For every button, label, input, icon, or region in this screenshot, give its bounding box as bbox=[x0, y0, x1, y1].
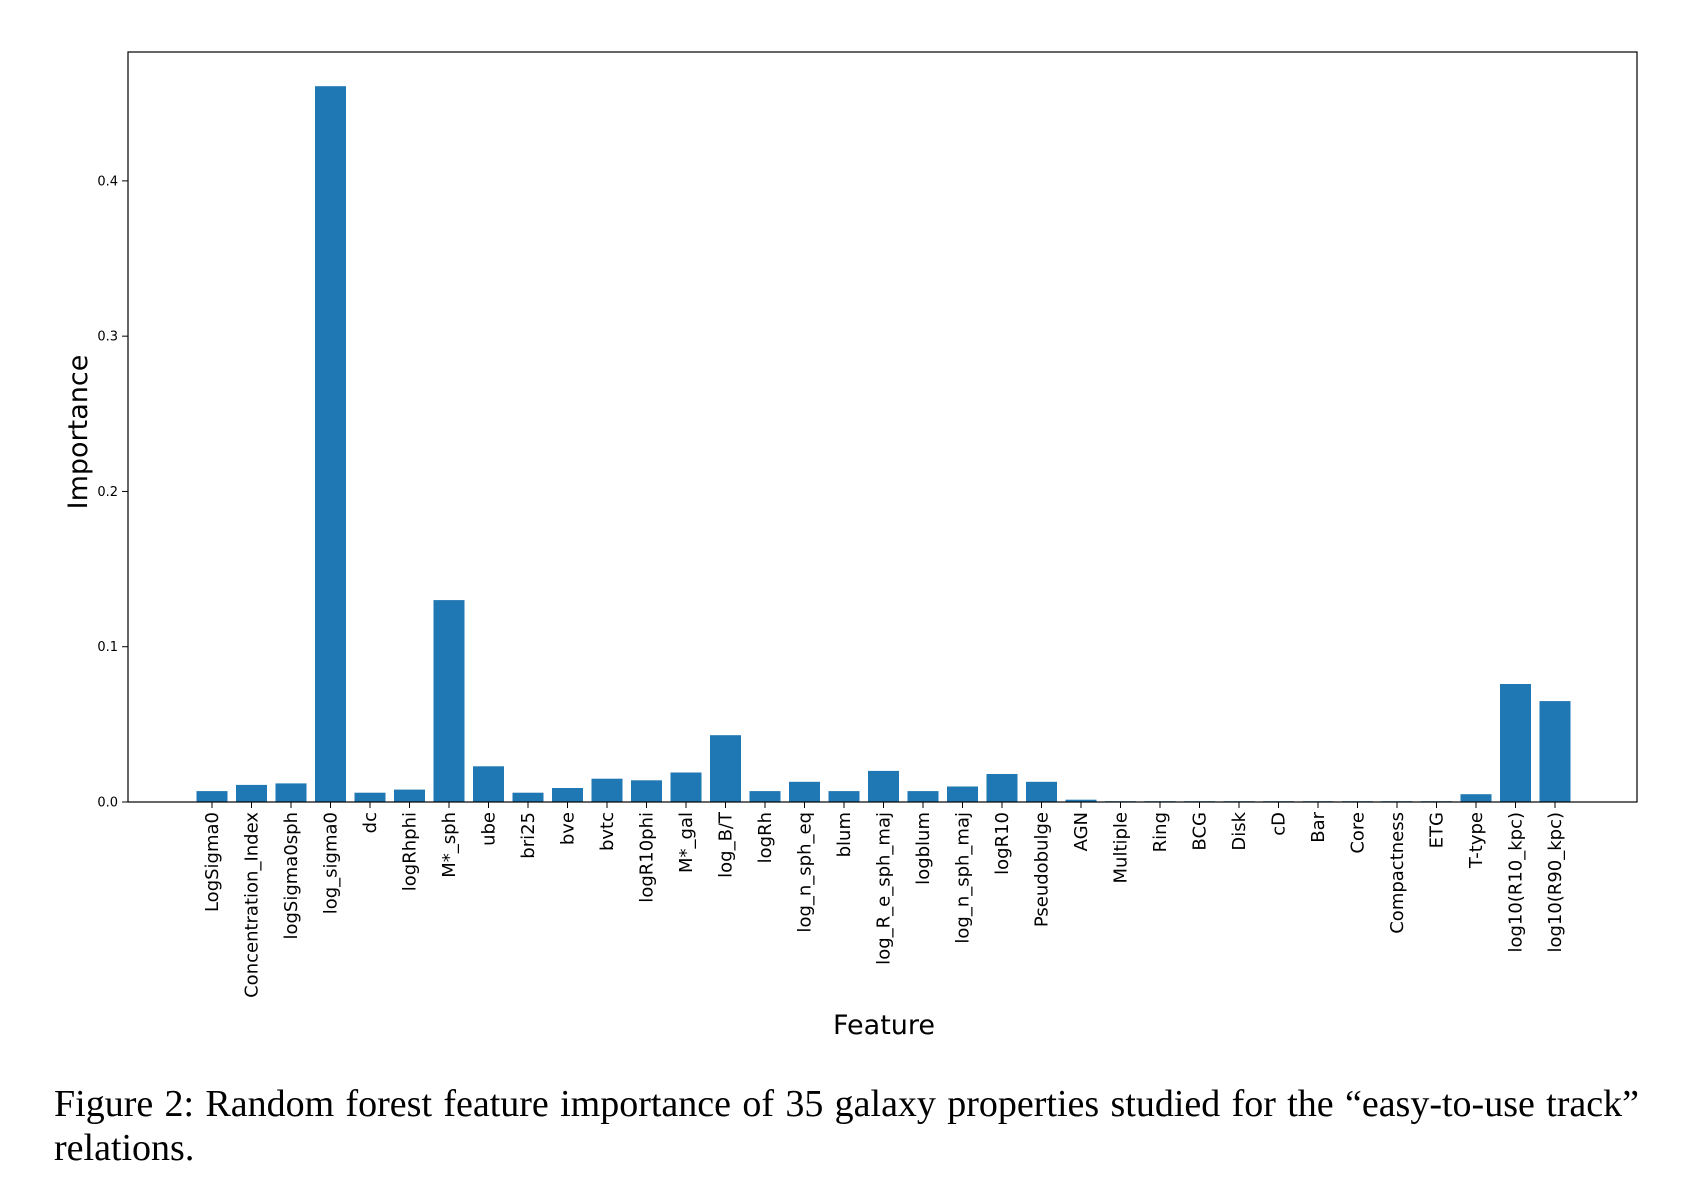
x-tick-label: log_n_sph_eq bbox=[795, 812, 816, 933]
x-tick-label: Core bbox=[1348, 812, 1369, 854]
bar-Pseudobulge bbox=[1026, 781, 1057, 802]
bars-group bbox=[196, 86, 1571, 802]
x-tick-label: log_B/T bbox=[716, 811, 737, 878]
bar-blum bbox=[828, 791, 860, 802]
x-tick-label: logRhphi bbox=[400, 812, 421, 891]
x-tick-label: M*_sph bbox=[439, 812, 460, 878]
x-tick-label: logSigma0sph bbox=[281, 812, 302, 940]
plot-frame bbox=[127, 51, 1638, 803]
bar-log_n_sph_maj bbox=[947, 786, 978, 802]
bar-logblum bbox=[907, 791, 939, 802]
x-tick-label: dc bbox=[360, 812, 381, 833]
x-tick-label: Pseudobulge bbox=[1032, 812, 1053, 927]
x-tick-label: ETG bbox=[1427, 812, 1448, 848]
bar-Concentration_Index bbox=[236, 784, 267, 802]
bar-M*_sph bbox=[433, 600, 465, 802]
figure-caption: Figure 2: Random forest feature importan… bbox=[54, 1083, 1639, 1169]
bar-ube bbox=[473, 766, 504, 802]
x-tick-label: logRh bbox=[755, 812, 776, 863]
y-axis-label: Importance bbox=[63, 355, 94, 510]
bar-log_sigma0 bbox=[315, 86, 346, 802]
x-tick-label: Disk bbox=[1229, 811, 1250, 850]
x-tick-label: log_n_sph_maj bbox=[953, 812, 974, 944]
bar-M*_gal bbox=[670, 772, 702, 802]
y-tick-label: 0.1 bbox=[97, 640, 118, 655]
bar-bri25 bbox=[512, 792, 544, 802]
bar-chart: 0.0 0.1 0.2 0.3 0.4 LogSigma0 Concentration_I… bbox=[63, 51, 1638, 1041]
x-tick-label: log_R_e_sph_maj bbox=[874, 812, 895, 965]
x-axis: LogSigma0 Concentration_Index logSigma0sph… bbox=[202, 802, 1566, 998]
bar-bvtc bbox=[591, 778, 623, 802]
bar-T-type bbox=[1460, 794, 1492, 802]
y-tick-label: 0.3 bbox=[97, 330, 118, 345]
bar-logR10phi bbox=[631, 780, 662, 802]
x-tick-label: bri25 bbox=[518, 812, 539, 859]
x-tick-label: Bar bbox=[1308, 811, 1329, 842]
x-tick-label: log10(R10_kpc) bbox=[1506, 812, 1527, 953]
y-axis: 0.0 0.1 0.2 0.3 0.4 bbox=[97, 174, 128, 811]
x-tick-label: log_sigma0 bbox=[321, 812, 342, 914]
x-tick-label: Compactness bbox=[1387, 812, 1408, 934]
x-tick-label: M*_gal bbox=[676, 812, 697, 873]
x-tick-label: logR10 bbox=[992, 812, 1013, 875]
bar-bve bbox=[552, 788, 583, 802]
bar-log_R_e_sph_maj bbox=[868, 770, 899, 802]
x-tick-label: LogSigma0 bbox=[202, 812, 223, 912]
x-tick-label: Multiple bbox=[1111, 812, 1132, 884]
bar-dc bbox=[354, 792, 386, 802]
bar-log_B/T bbox=[710, 735, 741, 802]
y-tick-label: 0.0 bbox=[97, 796, 118, 811]
x-tick-label: logblum bbox=[913, 812, 934, 885]
x-tick-label: log10(R90_kpc) bbox=[1545, 812, 1566, 953]
x-tick-label: logR10phi bbox=[637, 812, 658, 903]
bar-logR10 bbox=[986, 774, 1018, 802]
bar-logRh bbox=[749, 791, 781, 802]
x-tick-label: Concentration_Index bbox=[242, 812, 263, 998]
bar-LogSigma0 bbox=[196, 791, 228, 802]
bar-log10(R90_kpc) bbox=[1539, 701, 1571, 802]
x-tick-label: AGN bbox=[1071, 812, 1092, 851]
x-tick-label: Ring bbox=[1150, 812, 1171, 852]
x-tick-label: ube bbox=[479, 812, 500, 846]
y-tick-label: 0.2 bbox=[97, 485, 118, 500]
bar-log10(R10_kpc) bbox=[1500, 684, 1531, 802]
x-tick-label: blum bbox=[834, 812, 855, 857]
x-tick-label: cD bbox=[1269, 812, 1290, 836]
bar-AGN bbox=[1065, 799, 1097, 802]
x-axis-label: Feature bbox=[833, 1010, 935, 1041]
x-tick-label: bvtc bbox=[597, 812, 618, 851]
bar-logRhphi bbox=[394, 789, 425, 802]
bar-log_n_sph_eq bbox=[789, 781, 820, 802]
x-tick-label: T-type bbox=[1466, 812, 1487, 869]
x-tick-label: bve bbox=[558, 812, 579, 845]
x-tick-label: BCG bbox=[1190, 812, 1211, 851]
bar-logSigma0sph bbox=[275, 783, 307, 802]
y-tick-label: 0.4 bbox=[97, 174, 118, 189]
